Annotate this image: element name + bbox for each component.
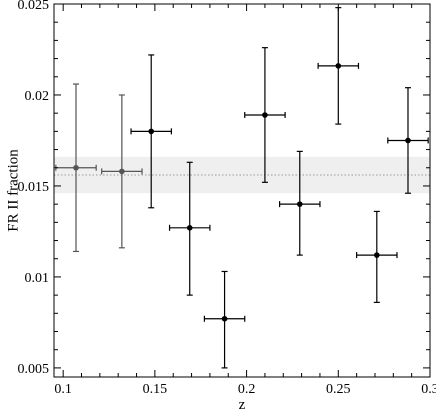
data-point-marker bbox=[335, 63, 342, 69]
data-point-marker bbox=[262, 112, 268, 118]
data-point bbox=[387, 87, 429, 194]
data-point bbox=[168, 161, 211, 296]
data-point bbox=[317, 7, 360, 125]
data-point-marker bbox=[405, 137, 411, 144]
x-tick-label: 0.2 bbox=[238, 382, 256, 397]
data-point-marker bbox=[221, 315, 228, 322]
data-point-marker bbox=[374, 252, 380, 258]
y-axis-label: FR II fraction bbox=[5, 149, 21, 232]
data-point bbox=[55, 83, 97, 253]
data-point-marker bbox=[296, 201, 303, 207]
x-axis-label: z bbox=[239, 397, 246, 413]
y-tick-label: 0.01 bbox=[25, 271, 50, 286]
y-tick-label: 0.015 bbox=[18, 180, 50, 195]
x-tick-label: 0.15 bbox=[143, 382, 168, 397]
y-tick-label: 0.025 bbox=[18, 0, 50, 13]
reference-band bbox=[54, 156, 430, 194]
y-tick-label: 0.005 bbox=[18, 362, 50, 377]
data-point bbox=[244, 47, 286, 183]
axis-ticks: 0.1 0.15 0.2 0.25 0.3 0.005 0.01 0.015 0.02 0.025 bbox=[18, 0, 436, 397]
data-point-marker bbox=[186, 225, 193, 231]
data-point bbox=[130, 54, 172, 209]
data-point-marker bbox=[119, 168, 125, 175]
plot-frame bbox=[53, 3, 431, 378]
x-tick-label: 0.3 bbox=[421, 382, 436, 397]
data-point bbox=[203, 270, 246, 369]
x-tick-label: 0.1 bbox=[54, 382, 72, 397]
data-point bbox=[279, 150, 321, 256]
data-point bbox=[356, 210, 398, 303]
data-point bbox=[101, 94, 143, 249]
data-point-marker bbox=[148, 128, 155, 135]
data-points bbox=[55, 7, 429, 369]
data-point-marker bbox=[73, 164, 79, 171]
y-tick-label: 0.02 bbox=[25, 89, 50, 104]
x-tick-label: 0.25 bbox=[326, 382, 351, 397]
